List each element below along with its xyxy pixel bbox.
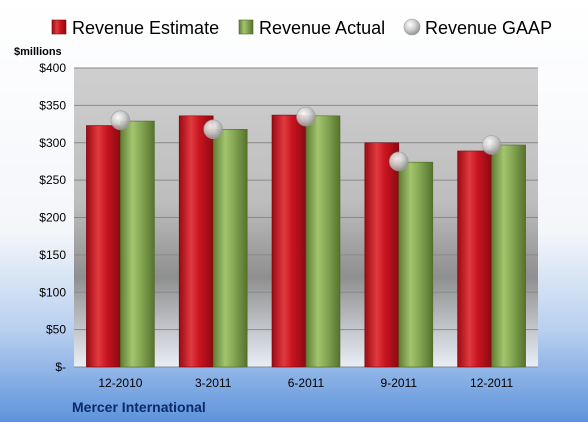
y-tick-label: $100 [39, 285, 66, 299]
revenue-gaap-marker [296, 106, 316, 127]
x-tick-label: 3-2011 [195, 376, 232, 390]
x-tick-label: 12-2011 [470, 376, 513, 390]
x-tick-label: 6-2011 [288, 376, 325, 390]
x-tick-label: 9-2011 [381, 376, 418, 390]
legend-label: Revenue Actual [259, 18, 385, 38]
y-axis-tick-labels: $- $50 $100 $150 $200 $250 $300 $350 $400 [39, 61, 66, 374]
y-tick-label: $50 [46, 323, 66, 337]
revenue-estimate-bar [86, 125, 121, 368]
y-tick-label: $150 [39, 248, 66, 262]
legend-swatch [238, 19, 254, 35]
bars [86, 114, 526, 368]
legend-revenue-actual: Revenue Actual [238, 18, 385, 38]
revenue-estimate-bar [271, 114, 307, 368]
revenue-gaap-marker [388, 151, 409, 172]
y-tick-label: $400 [39, 61, 66, 75]
legend-label: Revenue Estimate [72, 18, 219, 38]
legend: Revenue Estimate Revenue Actual Revenue GA… [51, 18, 552, 38]
y-tick-label: $200 [39, 211, 66, 225]
y-tick-label: $350 [39, 98, 66, 112]
revenue-gaap-marker [481, 135, 502, 155]
legend-revenue-estimate: Revenue Estimate [51, 18, 219, 38]
y-axis-unit-label: $millions [14, 46, 62, 58]
legend-label: Revenue GAAP [425, 18, 552, 38]
y-tick-label: $300 [39, 136, 66, 150]
revenue-actual-bar [491, 144, 526, 368]
revenue-estimate-bar [457, 150, 492, 368]
y-tick-label: $250 [39, 173, 66, 187]
revenue-actual-bar [305, 115, 341, 368]
gaap-markers [110, 106, 502, 172]
revenue-estimate-bar [178, 115, 214, 368]
revenue-gaap-marker [203, 119, 223, 140]
company-name: Mercer International [72, 399, 206, 415]
revenue-actual-bar [398, 161, 434, 368]
revenue-actual-bar [212, 128, 248, 368]
x-tick-label: 12-2010 [98, 376, 142, 390]
legend-revenue-gaap: Revenue GAAP [403, 18, 552, 38]
legend-swatch [51, 19, 67, 35]
revenue-actual-bar [120, 120, 155, 368]
x-axis-tick-labels: 12-2010 3-2011 6-2011 9-2011 12-2011 [98, 376, 513, 390]
revenue-gaap-marker [110, 110, 131, 131]
y-tick-label: $- [55, 360, 66, 374]
revenue-estimate-bar [364, 142, 400, 368]
legend-swatch [403, 18, 421, 36]
